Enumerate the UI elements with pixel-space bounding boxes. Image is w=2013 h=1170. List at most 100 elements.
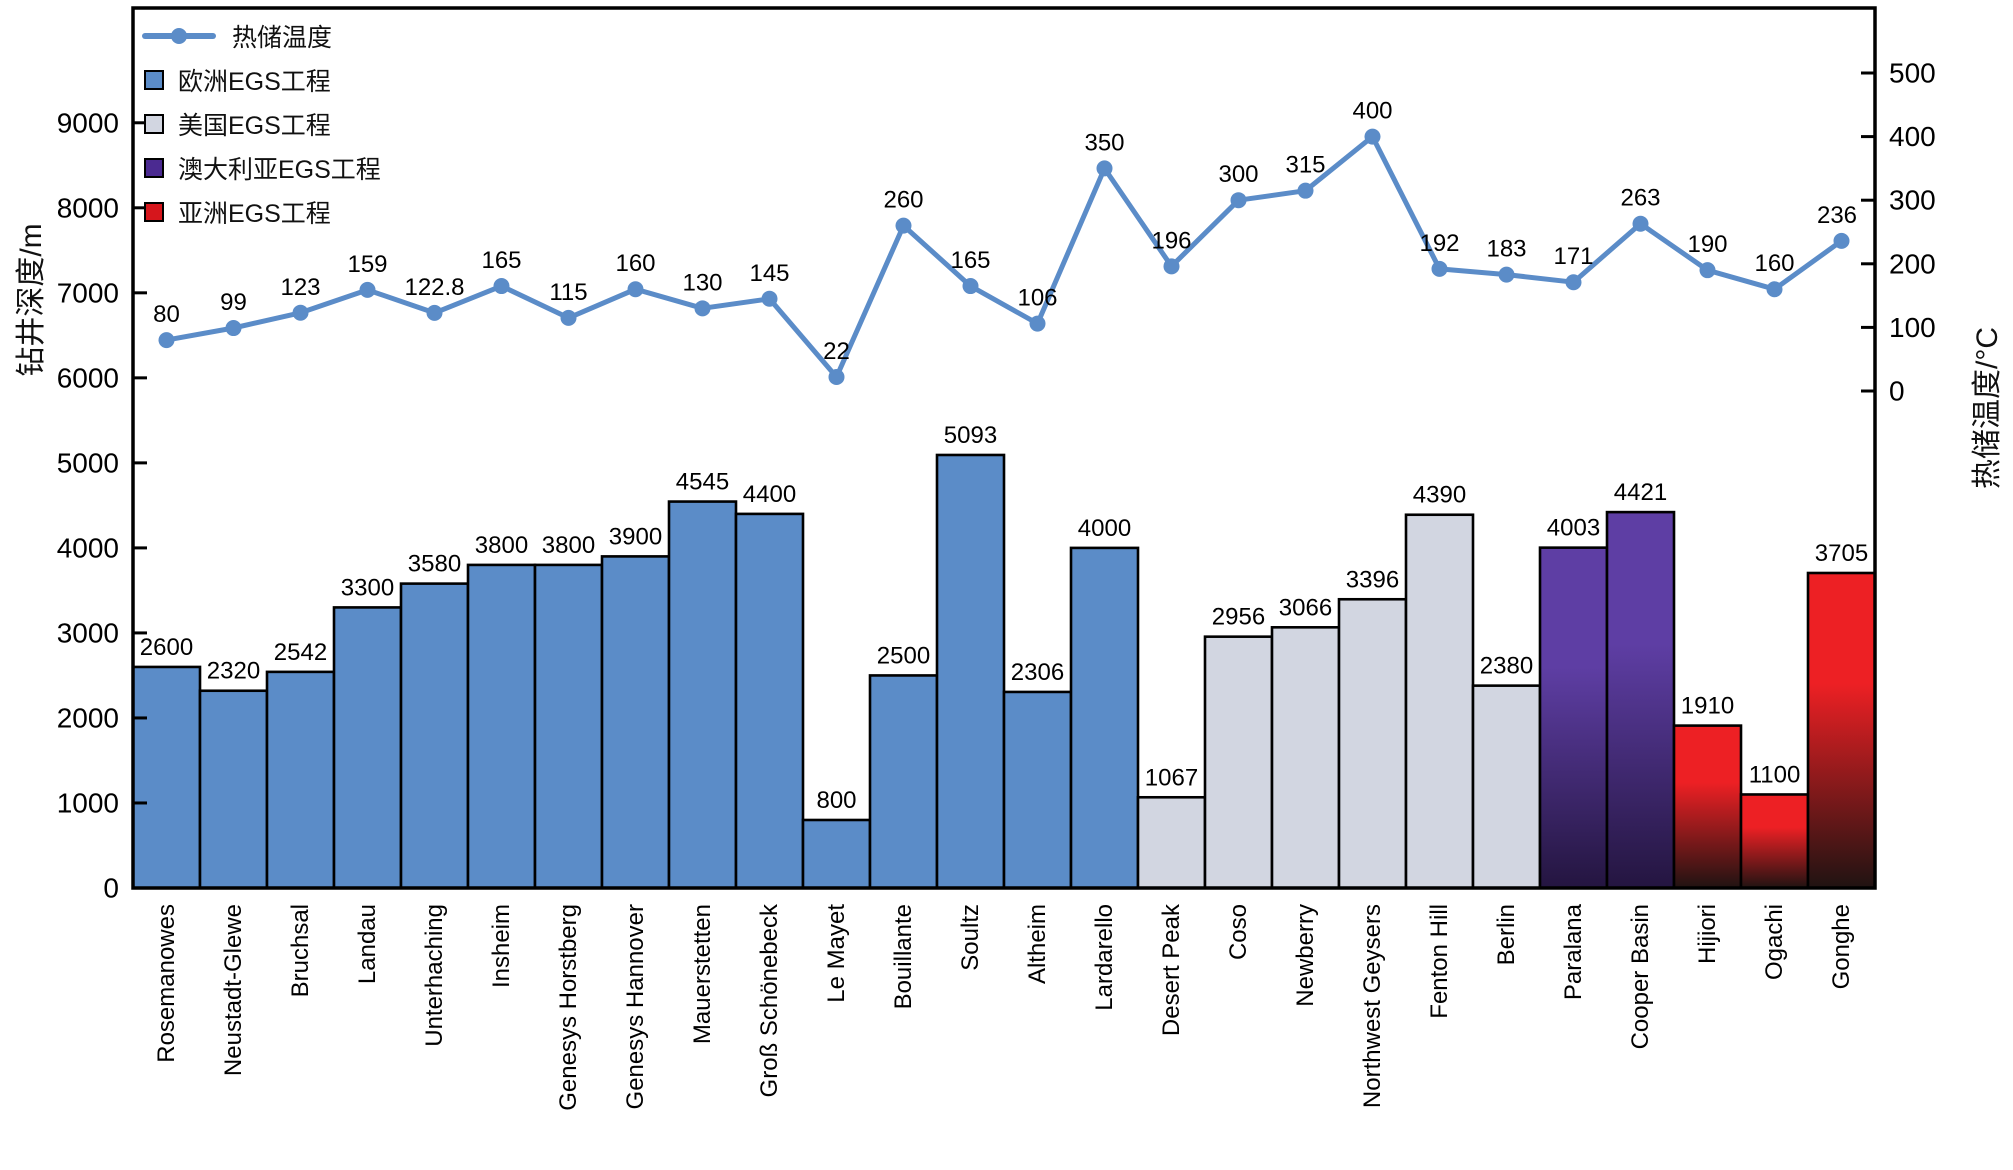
line-marker-Unterhaching: [426, 304, 443, 321]
line-label: 130: [682, 269, 722, 296]
bar-Bruchsal: [265, 670, 336, 890]
category-label-Desert Peak: Desert Peak: [1158, 903, 1185, 1036]
left-tick-label: 1000: [57, 787, 119, 818]
legend: 热储温度 欧洲EGS工程 美国EGS工程 澳大利亚EGS工程 亚洲EGS工程: [142, 14, 381, 234]
bar-label: 3800: [475, 532, 528, 559]
plot-frame: [131, 6, 1877, 890]
line-marker-Hijiori: [1699, 262, 1716, 279]
line-label: 400: [1352, 98, 1392, 125]
category-label-Genesys Horstberg: Genesys Horstberg: [555, 904, 582, 1111]
bar-Hijiori: [1672, 724, 1743, 890]
legend-label: 欧洲EGS工程: [178, 68, 331, 96]
category-label-Rosemanowes: Rosemanowes: [153, 904, 180, 1063]
bar-label: 2600: [140, 634, 193, 661]
legend-label: 澳大利亚EGS工程: [178, 156, 381, 184]
bar-label: 2380: [1480, 653, 1533, 680]
bar-Gonghe: [1806, 571, 1877, 890]
bar-label: 1067: [1145, 764, 1198, 791]
right-tick-label: 400: [1889, 121, 1936, 152]
left-axis-title: 钻井深度/m: [15, 223, 48, 377]
left-tick-label: 5000: [57, 447, 119, 478]
legend-swatch-icon: [144, 114, 164, 134]
line-label: 123: [280, 274, 320, 301]
category-label-Groß Schönebeck: Groß Schönebeck: [756, 903, 783, 1097]
legend-label: 热储温度: [232, 24, 333, 52]
bar-Groß Schönebeck: [734, 512, 805, 890]
category-label-Newberry: Newberry: [1292, 904, 1319, 1007]
line-label: 165: [481, 247, 521, 274]
bar-label: 800: [816, 787, 856, 814]
bar-Rosemanowes: [131, 665, 202, 890]
bar-Ogachi: [1739, 793, 1810, 890]
category-label-Unterhaching: Unterhaching: [421, 904, 448, 1047]
category-label-Neustadt-Glewe: Neustadt-Glewe: [220, 904, 247, 1076]
line-marker-Northwest Geysers: [1364, 128, 1381, 145]
legend-item: 澳大利亚EGS工程: [142, 146, 381, 190]
bar-Coso: [1203, 635, 1274, 890]
category-label-Lardarello: Lardarello: [1091, 904, 1118, 1011]
bar-Bouillante: [868, 674, 939, 890]
category-label-Hijiori: Hijiori: [1694, 904, 1721, 964]
category-label-Gonghe: Gonghe: [1828, 904, 1855, 989]
right-tick-label: 100: [1889, 312, 1936, 343]
line-label: 190: [1687, 231, 1727, 258]
line-marker-Landau: [359, 281, 376, 298]
bar-label: 1100: [1749, 761, 1801, 788]
category-label-Le Mayet: Le Mayet: [823, 904, 850, 1003]
line-marker-Le Mayet: [828, 369, 845, 386]
legend-label: 亚洲EGS工程: [178, 200, 331, 228]
bar-label: 1910: [1681, 693, 1734, 720]
bar-label: 4003: [1547, 515, 1600, 542]
line-marker-Fenton Hill: [1431, 260, 1448, 277]
line-marker-Soultz: [962, 278, 979, 295]
line-label: 196: [1151, 227, 1191, 254]
line-marker-Cooper Basin: [1632, 215, 1649, 232]
right-axis-title: 热储温度/°C: [1971, 327, 2004, 489]
line-label: 263: [1620, 185, 1660, 212]
line-label: 80: [153, 301, 180, 328]
bar-label: 3396: [1346, 566, 1399, 593]
category-label-Coso: Coso: [1225, 904, 1252, 960]
bar-Berlin: [1471, 684, 1542, 890]
bar-Fenton Hill: [1404, 513, 1475, 890]
bar-Landau: [332, 606, 403, 890]
bar-label: 2320: [207, 658, 260, 685]
legend-swatch-icon: [144, 202, 164, 222]
bar-label: 4000: [1078, 515, 1131, 542]
line-label: 115: [549, 279, 587, 306]
line-marker-Altheim: [1029, 315, 1046, 332]
line-label: 122.8: [404, 274, 464, 301]
bar-Unterhaching: [399, 582, 470, 890]
left-tick-label: 6000: [57, 362, 119, 393]
line-marker-Rosemanowes: [158, 332, 175, 349]
line-label: 236: [1817, 202, 1857, 229]
bar-label: 3705: [1815, 540, 1868, 567]
category-label-Bruchsal: Bruchsal: [287, 904, 314, 997]
bar-label: 3800: [542, 532, 595, 559]
bar-label: 2500: [877, 642, 930, 669]
bar-Altheim: [1002, 690, 1073, 890]
line-label: 99: [220, 289, 247, 316]
bar-Lardarello: [1069, 546, 1140, 890]
line-marker-Groß Schönebeck: [761, 290, 778, 307]
line-marker-Genesys Horstberg: [560, 309, 577, 326]
right-tick-label: 300: [1889, 185, 1936, 216]
bar-Insheim: [466, 563, 537, 890]
category-label-Altheim: Altheim: [1024, 904, 1051, 984]
left-tick-label: 4000: [57, 532, 119, 563]
legend-line-sample-icon: [142, 28, 216, 44]
left-tick-label: 7000: [57, 277, 119, 308]
line-label: 171: [1553, 243, 1593, 270]
legend-swatch-icon: [144, 70, 164, 90]
category-label-Paralana: Paralana: [1560, 903, 1587, 1000]
line-label: 350: [1084, 129, 1124, 156]
left-tick-label: 8000: [57, 192, 119, 223]
bar-label: 4400: [743, 481, 796, 508]
category-label-Cooper Basin: Cooper Basin: [1627, 904, 1654, 1049]
line-marker-Genesys Hannover: [627, 281, 644, 298]
legend-item: 欧洲EGS工程: [142, 58, 381, 102]
category-label-Soultz: Soultz: [957, 904, 984, 971]
bar-label: 3066: [1279, 594, 1332, 621]
